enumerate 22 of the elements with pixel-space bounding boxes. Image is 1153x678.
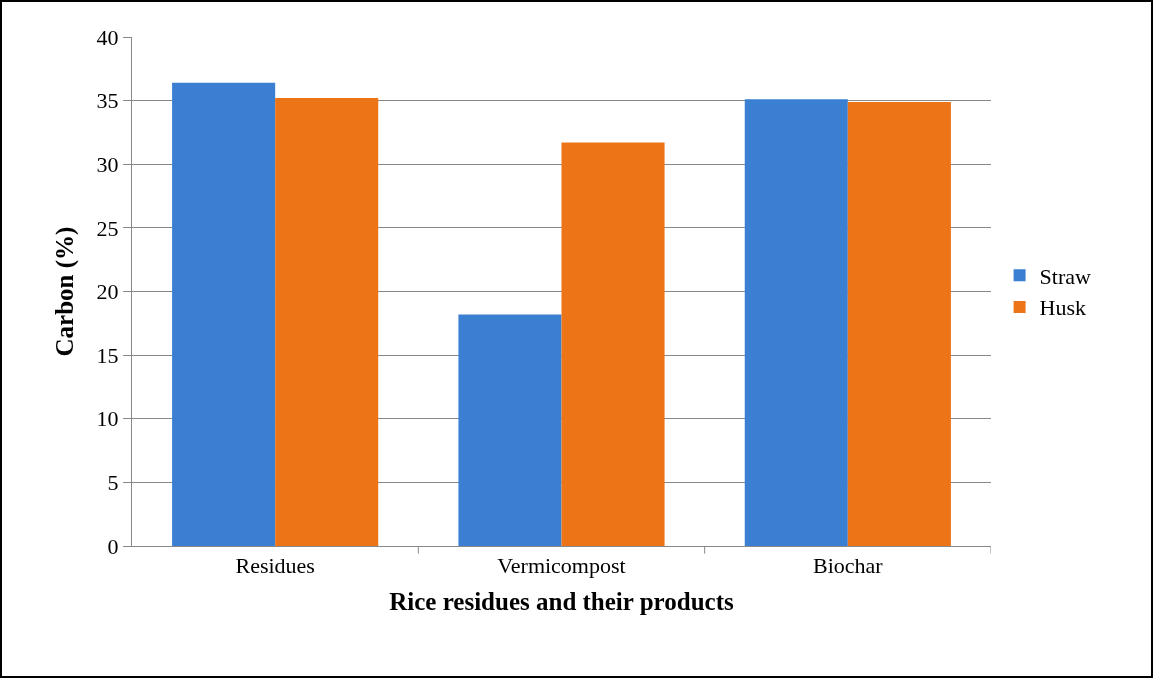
y-tick-label: 15 <box>96 342 119 368</box>
y-tick-label: 40 <box>96 24 119 50</box>
bar <box>847 101 951 546</box>
bar <box>744 99 848 546</box>
y-tick-label: 10 <box>96 406 119 432</box>
y-tick-label: 0 <box>107 533 119 559</box>
bar <box>172 82 276 546</box>
x-axis-title: Rice residues and their products <box>389 588 734 616</box>
legend-label: Straw <box>1039 263 1092 289</box>
y-tick-label: 20 <box>96 279 119 305</box>
x-tick-label: Residues <box>235 553 315 579</box>
y-tick-label: 30 <box>96 151 119 177</box>
x-tick-label: Vermicompost <box>497 553 626 579</box>
bar <box>561 142 665 546</box>
y-axis-title: Carbon (%) <box>51 226 80 357</box>
y-tick-label: 35 <box>96 88 119 114</box>
bar <box>458 314 562 546</box>
y-tick-label: 25 <box>96 215 119 241</box>
legend-label: Husk <box>1039 295 1087 321</box>
x-tick-label: Biochar <box>813 553 884 579</box>
bar <box>275 98 379 546</box>
y-tick-label: 5 <box>107 470 119 496</box>
